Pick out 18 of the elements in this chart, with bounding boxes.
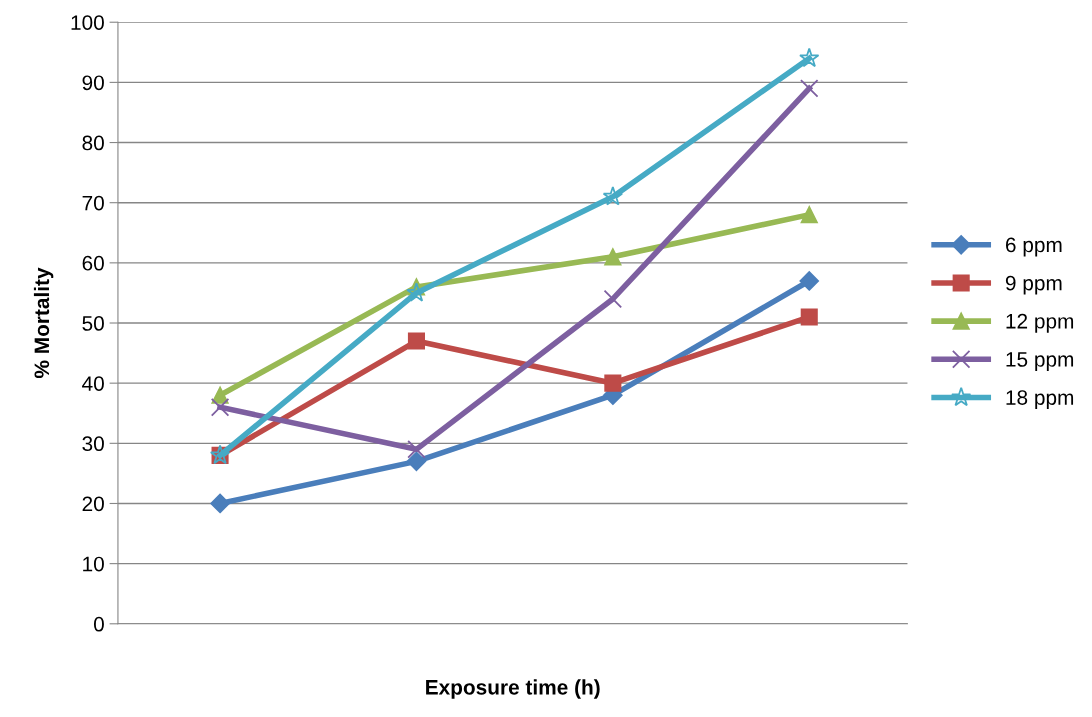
y-tick-label: 60 [82, 255, 104, 271]
y-tick-label: 40 [82, 376, 104, 391]
y-tick-label: 70 [82, 195, 104, 211]
x-axis-title: Exposure time (h) [426, 679, 600, 699]
y-tick-label: 80 [82, 135, 104, 151]
y-tick-label: 0 [93, 616, 104, 632]
legend-label: 9 ppm [1005, 275, 1062, 295]
y-tick-label: 20 [82, 496, 104, 512]
legend-label: 12 ppm [1006, 313, 1074, 333]
y-tick-label: 100 [71, 15, 104, 30]
legend-label: 6 ppm [1005, 237, 1062, 257]
y-axis-title: % Mortality [33, 267, 54, 379]
y-tick-label: 30 [82, 436, 104, 452]
legend-label: 18 ppm [1006, 390, 1074, 410]
y-tick-label: 10 [83, 556, 104, 572]
legend-label: 15 ppm [1006, 352, 1074, 371]
y-tick-label: 90 [82, 75, 104, 91]
y-tick-label: 50 [82, 316, 104, 331]
